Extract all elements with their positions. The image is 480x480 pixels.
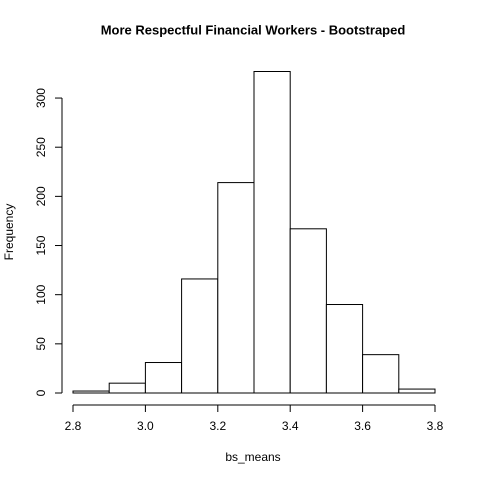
bar <box>398 388 436 394</box>
bar <box>362 354 400 394</box>
chart-title: More Respectful Financial Workers - Boot… <box>101 22 406 37</box>
x-axis-label: bs_means <box>225 450 280 464</box>
x-tick-label: 2.8 <box>65 419 82 433</box>
y-tick-label: 100 <box>34 284 48 304</box>
y-axis-label: Frequency <box>2 204 16 261</box>
y-tick-label: 300 <box>34 88 48 108</box>
bar <box>325 304 364 394</box>
bar <box>217 182 255 394</box>
y-tick-label: 50 <box>34 337 48 351</box>
bar <box>289 228 327 394</box>
bar <box>108 382 146 394</box>
x-tick-label: 3.4 <box>282 419 299 433</box>
y-tick-label: 250 <box>34 137 48 157</box>
x-tick-label: 3.8 <box>427 419 444 433</box>
y-tick-label: 0 <box>34 389 48 396</box>
bar <box>72 390 110 394</box>
bar <box>253 71 291 394</box>
bar <box>181 278 219 394</box>
y-tick-label: 150 <box>34 235 48 255</box>
x-tick-label: 3.0 <box>137 419 154 433</box>
y-tick-label: 200 <box>34 186 48 206</box>
x-tick-label: 3.6 <box>354 419 371 433</box>
bar <box>144 362 183 394</box>
x-tick-label: 3.2 <box>209 419 226 433</box>
